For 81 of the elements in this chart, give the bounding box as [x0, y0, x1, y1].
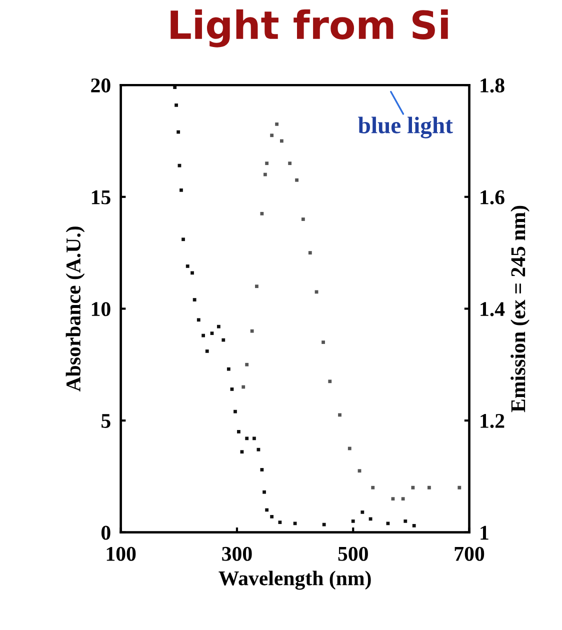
point [265, 162, 269, 166]
y2-axis-title: Emission (ex = 245 nm) [510, 206, 530, 412]
point [250, 329, 254, 333]
point [216, 324, 220, 328]
point [275, 122, 279, 126]
x-tick-label: 100 [106, 546, 136, 561]
point [222, 338, 226, 342]
point [190, 271, 194, 275]
point [205, 349, 209, 353]
point [458, 486, 462, 490]
x-tick-label: 300 [222, 546, 252, 561]
point [230, 388, 234, 391]
point [255, 284, 258, 288]
point [322, 340, 325, 344]
x-tick-label: 700 [454, 546, 484, 561]
point [295, 178, 298, 182]
point [351, 519, 355, 523]
point [178, 164, 182, 168]
x-tick-label: 500 [338, 546, 368, 561]
point [358, 469, 362, 473]
point [234, 410, 237, 414]
point [186, 264, 190, 268]
point [412, 524, 416, 528]
x-axis-title: Wavelength (nm) [218, 570, 371, 590]
point [293, 522, 297, 526]
point [322, 522, 326, 526]
y-tick-label: 10 [92, 302, 110, 316]
y-axis-title: Absorbance (A.U.) [66, 226, 85, 392]
point [328, 380, 332, 384]
y-tick-label: 0 [101, 526, 110, 540]
point [192, 298, 196, 302]
point [256, 448, 260, 452]
y-tick-label: 15 [92, 190, 110, 204]
y2-tick-label: 1 [480, 526, 488, 540]
point [252, 436, 256, 440]
point [210, 332, 214, 335]
point [176, 130, 180, 134]
point [348, 446, 352, 450]
point [301, 218, 305, 221]
point [401, 497, 405, 501]
point [391, 497, 395, 501]
point [265, 508, 269, 512]
point [260, 212, 264, 216]
point [260, 468, 264, 472]
point [264, 172, 267, 176]
y-tick-label: 20 [91, 78, 110, 92]
point [360, 510, 364, 514]
point [411, 486, 415, 490]
point [180, 188, 183, 192]
point [245, 436, 249, 440]
point [240, 450, 244, 454]
point [173, 86, 177, 89]
point [270, 134, 274, 138]
point [174, 103, 178, 107]
point [182, 238, 185, 242]
point [262, 490, 266, 494]
point [371, 486, 375, 490]
point [428, 486, 431, 490]
annotation: blue light [358, 116, 453, 138]
chart-title: Light from Si [170, 9, 448, 48]
point [278, 520, 282, 524]
point [226, 367, 230, 371]
point [270, 514, 274, 518]
point [288, 162, 292, 166]
point [202, 334, 205, 338]
point [368, 517, 372, 521]
point [237, 430, 240, 434]
point [196, 318, 200, 322]
point [338, 413, 342, 417]
point [386, 522, 390, 526]
point [404, 519, 408, 523]
y2-tick-label: 1.8 [480, 78, 504, 93]
point [308, 251, 312, 254]
point [280, 139, 284, 143]
point [245, 362, 249, 366]
y2-tick-label: 1.6 [480, 190, 504, 204]
y2-tick-label: 1.4 [480, 302, 505, 316]
y2-tick-label: 1.2 [480, 414, 504, 428]
y-tick-label: 5 [102, 414, 110, 428]
point [314, 290, 318, 294]
point [242, 385, 246, 389]
